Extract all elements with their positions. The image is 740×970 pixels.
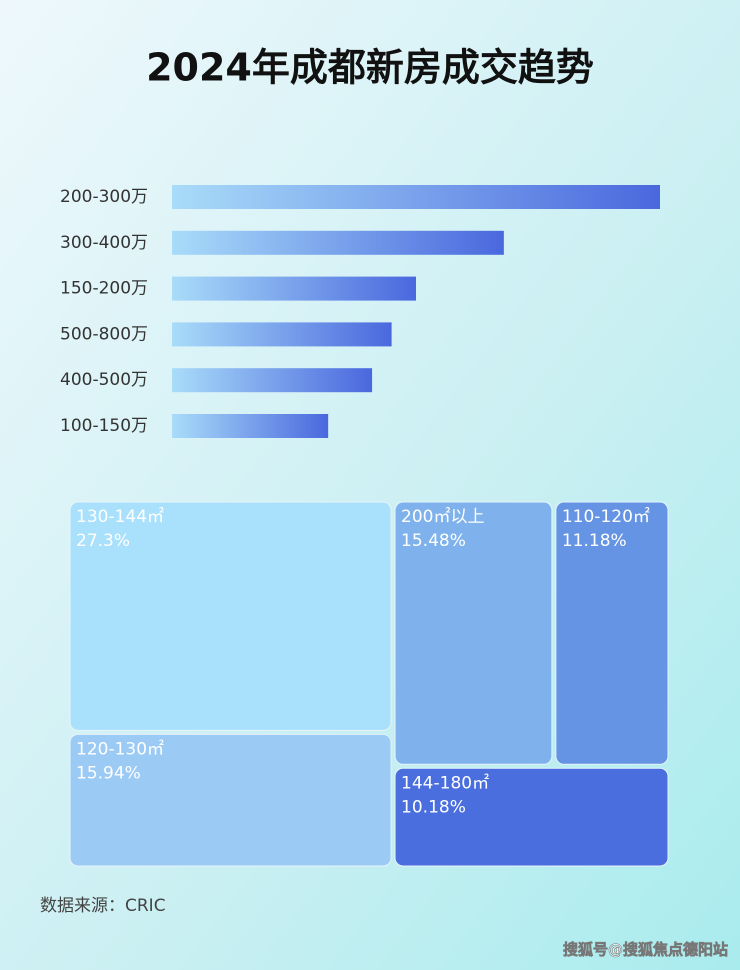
cell-label: 144-180㎡: [401, 773, 489, 793]
treemap-cell: [555, 501, 669, 765]
cell-value: 27.3%: [76, 531, 130, 551]
treemap-cell: [394, 501, 553, 765]
cell-value: 15.48%: [401, 531, 466, 551]
category-label: 400-500万: [60, 370, 148, 390]
category-label: 150-200万: [60, 279, 148, 299]
cell-label: 200㎡以上: [401, 507, 484, 527]
bar: [172, 322, 392, 347]
bar: [172, 230, 504, 255]
source: 数据来源：CRIC: [40, 896, 166, 916]
treemap-cell: [394, 767, 669, 867]
category-label: 300-400万: [60, 233, 148, 253]
cell-label: 120-130㎡: [76, 739, 164, 759]
bar: [172, 276, 416, 301]
cell-label: 110-120㎡: [562, 507, 650, 527]
cell-value: 11.18%: [562, 531, 627, 551]
category-label: 100-150万: [60, 416, 148, 436]
cell-value: 10.18%: [401, 797, 466, 817]
bar: [172, 368, 373, 393]
watermark: 搜狐号@搜狐焦点德阳站: [563, 941, 728, 959]
cell-label: 130-144㎡: [76, 507, 164, 527]
treemap-cell: [69, 501, 392, 731]
treemap-cell: [69, 733, 392, 867]
chart-title: 2024年成都新房成交趋势: [146, 46, 594, 90]
cell-value: 15.94%: [76, 763, 141, 783]
bar: [172, 414, 329, 438]
category-label: 500-800万: [60, 324, 148, 344]
category-label: 200-300万: [60, 187, 148, 207]
bar: [172, 185, 660, 209]
